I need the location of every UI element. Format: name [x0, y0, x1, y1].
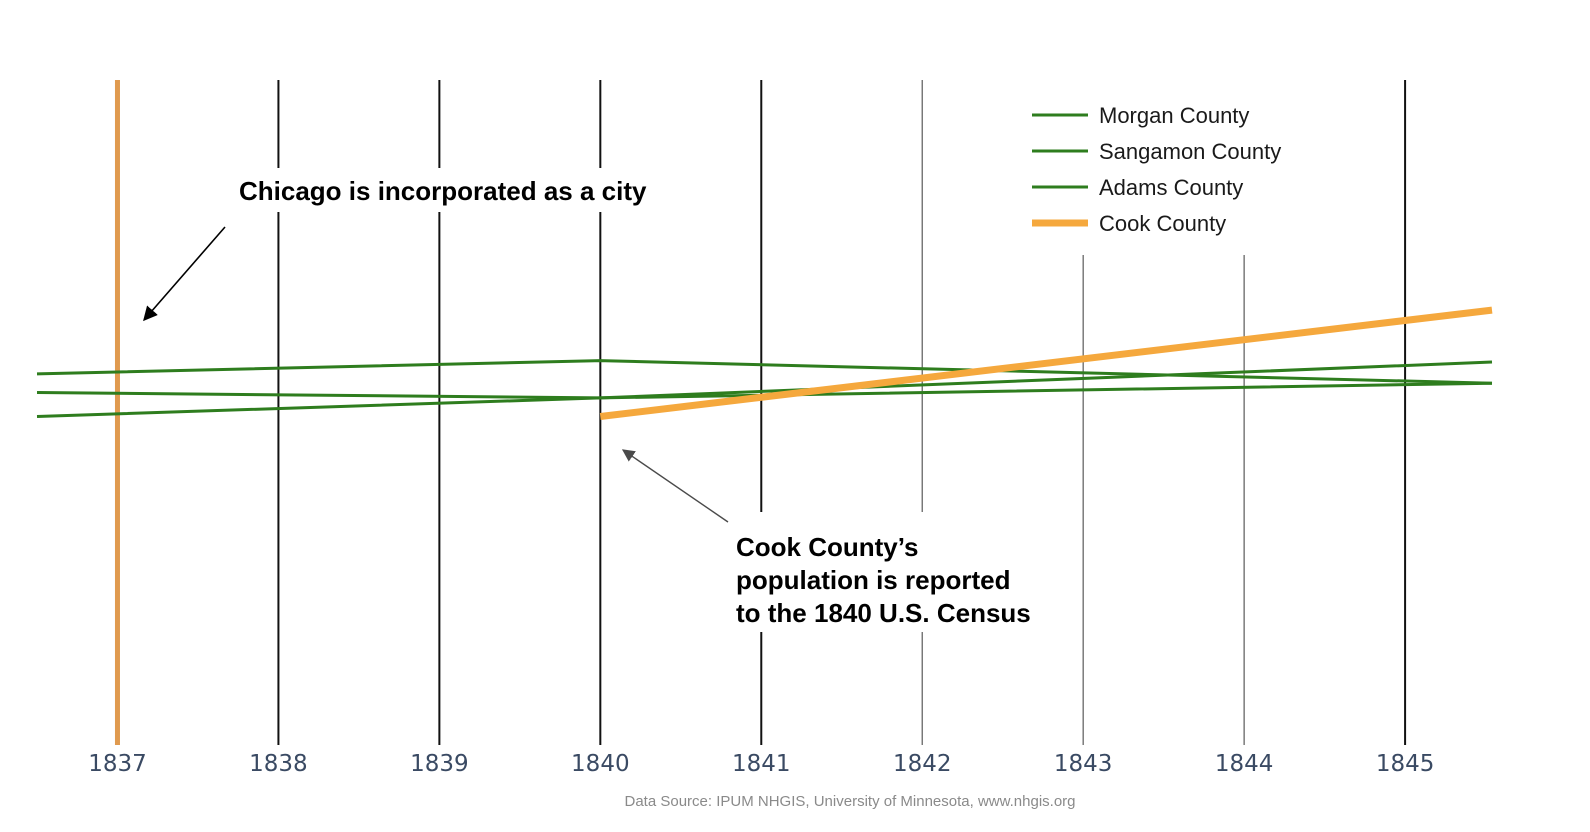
series-lines	[36, 306, 1493, 420]
series-line-morgan-county	[36, 359, 1493, 385]
tick-label-1841: 1841	[732, 751, 791, 777]
annotation-census-line-2: to the 1840 U.S. Census	[736, 598, 1031, 628]
tick-label-1839: 1839	[410, 751, 469, 777]
arrow-incorporated	[143, 226, 226, 322]
series-line-adams-county	[36, 381, 1493, 418]
tick-label-1838: 1838	[249, 751, 308, 777]
legend: Morgan County Sangamon County Adams County…	[1032, 103, 1281, 236]
arrow-census	[621, 449, 729, 523]
annotation-census-line-0: Cook County’s	[736, 532, 918, 562]
legend-label-morgan-county: Morgan County	[1099, 103, 1249, 128]
series-line-cook-county	[599, 306, 1493, 420]
tick-label-1844: 1844	[1215, 751, 1274, 777]
annotation-incorporated-line-0: Chicago is incorporated as a city	[239, 176, 647, 206]
legend-label-cook-county: Cook County	[1099, 211, 1226, 236]
annotations: Chicago is incorporated as a city Cook Co…	[143, 176, 1031, 628]
annotation-census-line-1: population is reported	[736, 565, 1010, 595]
data-source-note: Data Source: IPUM NHGIS, University of M…	[625, 793, 1076, 810]
tick-label-1837: 1837	[88, 751, 147, 777]
x-axis-tick-labels: 1837 1838 1839 1840 1841 1842 1843 1844 1845	[88, 751, 1434, 777]
tick-label-1843: 1843	[1054, 751, 1113, 777]
legend-label-adams-county: Adams County	[1099, 175, 1243, 200]
tick-label-1840: 1840	[571, 751, 630, 777]
legend-label-sangamon-county: Sangamon County	[1099, 139, 1281, 164]
tick-label-1842: 1842	[893, 751, 952, 777]
tick-label-1845: 1845	[1376, 751, 1435, 777]
